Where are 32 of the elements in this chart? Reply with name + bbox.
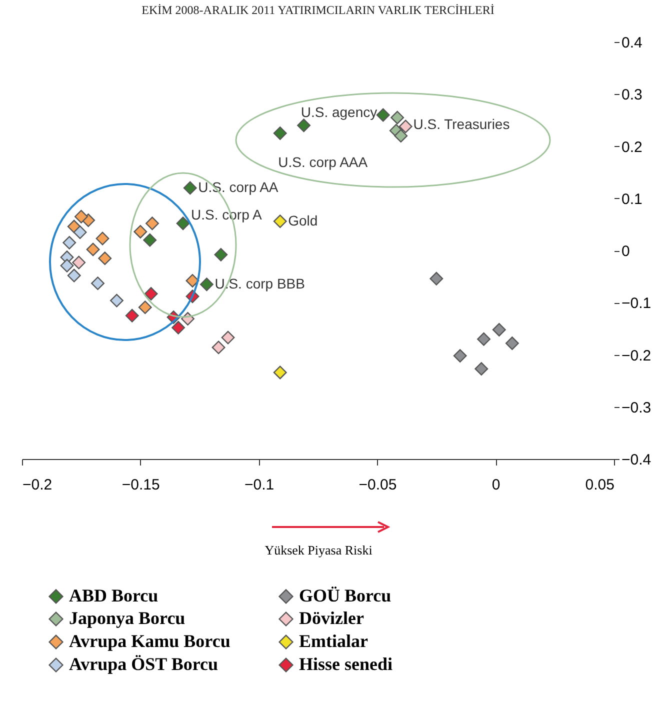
y-tick-label: −0.4	[622, 452, 652, 468]
y-tick-label: −0.1	[622, 295, 652, 312]
annotation: U.S. corp AA	[198, 178, 279, 195]
legend-label: Avrupa ÖST Borcu	[69, 654, 218, 674]
legend-label: Dövizler	[299, 608, 364, 628]
chart-title: EKİM 2008-ARALIK 2011 YATIRIMCILARIN VARLIK TERCİHLERİ	[142, 3, 494, 17]
x-tick-label: −0.1	[244, 476, 274, 494]
annotation: U.S. corp BBB	[214, 275, 305, 292]
x-tick-label: −0.15	[122, 476, 160, 494]
y-tick-label: 0.2	[622, 138, 642, 156]
legend-label: Avrupa Kamu Borcu	[69, 631, 230, 651]
y-tick-label: 0.4	[622, 34, 642, 52]
legend-label: Japonya Borcu	[69, 608, 186, 628]
x-tick-label: −0.05	[358, 476, 397, 494]
legend-label: ABD Borcu	[69, 585, 158, 606]
annotation: Gold	[288, 212, 318, 228]
annotation: U.S. corp AAA	[278, 154, 368, 170]
legend-label: Hisse senedi	[299, 654, 393, 674]
y-tick-label: −0.3	[622, 399, 652, 416]
x-tick-label: −0.2	[22, 476, 52, 494]
y-tick-label: 0.3	[622, 86, 642, 104]
y-tick-label: 0	[622, 243, 630, 260]
annotation: U.S. agency	[300, 104, 378, 120]
legend-label: GOÜ Borcu	[299, 585, 392, 606]
x-axis-title: Yüksek Piyasa Riski	[264, 542, 373, 558]
x-tick-label: 0.05	[585, 476, 614, 494]
y-tick-label: −0.2	[622, 347, 652, 364]
annotation: U.S. corp A	[191, 206, 262, 222]
y-tick-label: 0.1	[622, 190, 642, 208]
legend-label: Emtialar	[299, 631, 368, 651]
annotation: U.S. Treasuries	[413, 116, 510, 132]
x-tick-label: 0	[492, 476, 500, 494]
